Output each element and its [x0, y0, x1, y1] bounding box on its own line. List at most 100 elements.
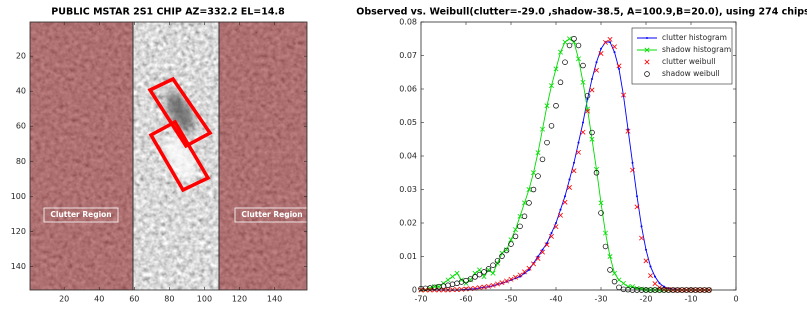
- x-tick-label: 20: [59, 295, 69, 304]
- marker-circle: [580, 62, 586, 69]
- marker-x: [486, 283, 491, 289]
- marker-x: [625, 284, 631, 290]
- marker-circle: [535, 173, 541, 179]
- marker-circle: [526, 200, 532, 206]
- marker-circle: [584, 92, 591, 99]
- marker-circle: [611, 278, 618, 285]
- x-tick-label: -20: [639, 295, 652, 304]
- marker-dot: [550, 232, 553, 235]
- marker-circle: [598, 210, 604, 216]
- marker-circle: [562, 59, 568, 65]
- marker-circle: [575, 42, 582, 49]
- marker-circle: [593, 170, 600, 176]
- marker-x: [567, 185, 572, 190]
- marker-x: [535, 150, 541, 156]
- marker-dot: [631, 161, 634, 164]
- y-tick-label: 120: [11, 227, 26, 236]
- line-panel: Observed vs. Weibull(clutter=-29.0 ,shad…: [356, 7, 807, 304]
- marker-x: [459, 286, 464, 292]
- marker-circle: [539, 156, 546, 163]
- marker-x: [544, 103, 550, 109]
- marker-x: [499, 250, 505, 256]
- marker-dot: [546, 242, 548, 245]
- marker-x: [540, 249, 545, 255]
- marker-circle: [512, 233, 519, 240]
- marker-x: [495, 281, 500, 287]
- marker-dot: [528, 268, 530, 271]
- legend-marker: [644, 47, 650, 53]
- marker-x: [526, 187, 532, 192]
- marker-x: [639, 286, 644, 292]
- marker-x: [598, 200, 604, 206]
- marker-x: [549, 83, 554, 89]
- marker-x: [589, 136, 595, 142]
- marker-x: [616, 63, 622, 69]
- marker-x: [526, 265, 532, 271]
- marker-x: [477, 267, 482, 273]
- marker-circle: [490, 262, 496, 268]
- legend-label: shadow histogram: [662, 45, 731, 54]
- y-tick-label: 0.03: [399, 185, 417, 194]
- marker-x: [580, 79, 586, 85]
- legend: clutter histogram shadow histogram clutter…: [631, 27, 733, 85]
- marker-x: [459, 277, 464, 283]
- marker-dot: [658, 282, 661, 285]
- marker-dot: [541, 248, 544, 251]
- marker-dot: [564, 195, 566, 198]
- marker-x: [481, 274, 487, 280]
- marker-x: [612, 44, 617, 50]
- annotation-box: [43, 207, 119, 223]
- marker-x: [513, 227, 518, 233]
- marker-x: [477, 285, 482, 291]
- y-tick-label: 0: [412, 286, 417, 295]
- marker-circle: [472, 274, 478, 280]
- marker-x: [558, 49, 563, 55]
- legend-label: clutter weibull: [662, 57, 715, 66]
- y-tick-label: 0.05: [399, 118, 417, 127]
- marker-dot: [600, 47, 602, 50]
- marker-circle: [485, 266, 492, 272]
- x-tick-label: 40: [94, 295, 104, 304]
- marker-dot: [568, 178, 571, 181]
- marker-x: [580, 129, 586, 135]
- marker-dot: [640, 225, 643, 228]
- marker-dot: [649, 265, 652, 268]
- marker-dot: [555, 222, 557, 224]
- marker-x: [481, 284, 487, 290]
- marker-circle: [508, 241, 514, 247]
- x-tick-label: -70: [414, 295, 427, 304]
- y-tick-label: 0.02: [399, 219, 417, 228]
- marker-x: [504, 278, 509, 284]
- x-tick-label: 100: [197, 295, 212, 304]
- marker-x: [513, 274, 518, 280]
- marker-x: [639, 235, 644, 241]
- x-tick-label: -40: [549, 295, 562, 304]
- marker-dot: [559, 208, 562, 211]
- y-tick-label: 20: [16, 52, 26, 61]
- marker-x: [571, 168, 577, 174]
- marker-x: [643, 258, 649, 264]
- marker-dot: [586, 98, 589, 101]
- marker-x: [621, 92, 626, 98]
- marker-x: [450, 274, 455, 280]
- marker-x: [634, 204, 640, 210]
- shadow-box: [147, 76, 213, 149]
- marker-x: [553, 66, 559, 72]
- marker-x: [544, 242, 550, 248]
- x-tick-label: -10: [684, 295, 697, 304]
- marker-dot: [573, 161, 575, 164]
- marker-x: [490, 282, 496, 288]
- y-tick-label: 100: [11, 192, 26, 201]
- marker-circle: [494, 258, 501, 264]
- marker-x: [652, 281, 658, 287]
- axes-frame: [29, 21, 308, 291]
- y-tick-label: 0.07: [399, 51, 417, 60]
- marker-dot: [654, 275, 656, 278]
- y-tick-label: 40: [16, 87, 26, 96]
- marker-x: [508, 276, 514, 282]
- x-tick-label: 60: [129, 295, 139, 304]
- marker-x: [445, 277, 451, 283]
- marker-x: [490, 270, 496, 276]
- marker-x: [531, 170, 536, 176]
